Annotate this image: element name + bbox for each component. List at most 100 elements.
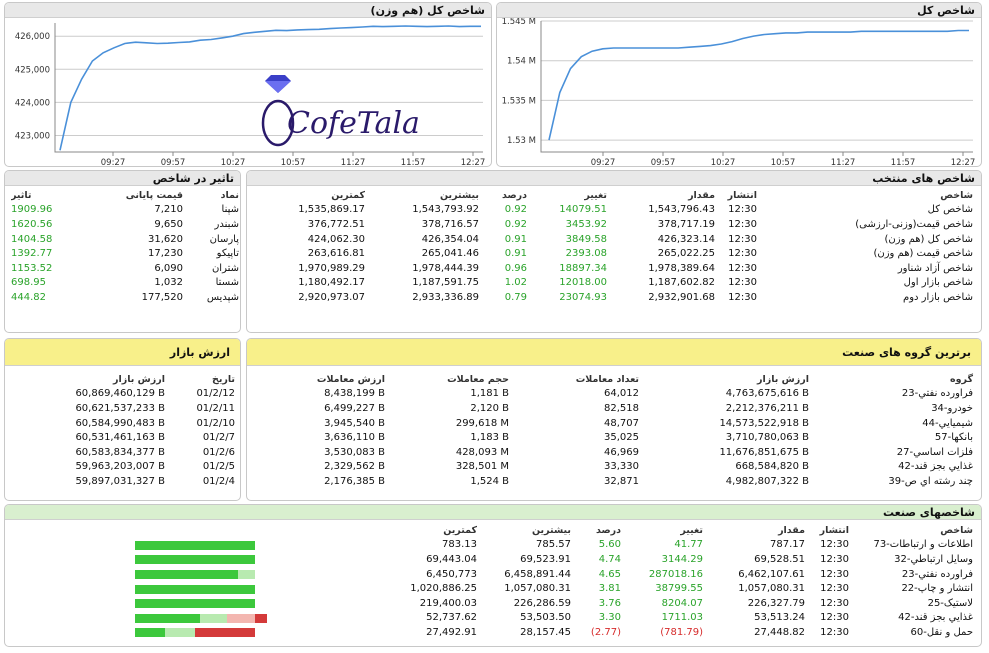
selected-time: 12:30: [728, 204, 757, 216]
impact-row[interactable]: 698.95 1,032 شستا: [11, 276, 239, 291]
top-group-row[interactable]: 3,636,110 B 1,183 B 35,025 3,710,780,063 B 5…: [247, 430, 979, 445]
x-tick-label: 10:57: [771, 158, 796, 167]
range-bar-cell: [5, 596, 325, 611]
total-index-line-chart: 1.53 M 1.535 M 1.54 M 1.545 M 09:27 09:57 10:2…: [502, 18, 976, 167]
impact-row[interactable]: 1620.56 9,650 شبندر: [11, 217, 239, 232]
y-tick-label: 424,000: [15, 98, 50, 108]
industry-high: 1,057,080.31: [504, 583, 571, 595]
impact-effect: 1909.96: [11, 204, 53, 216]
industry-time: 12:30: [820, 583, 849, 595]
industry-change: 3144.29: [661, 553, 703, 565]
selected-indices-title: شاخص های منتخب: [247, 171, 981, 186]
top-group-row[interactable]: 8,438,199 B 1,181 B 64,012 4,763,675,616 B 2…: [247, 387, 979, 402]
industry-low: 219,400.03: [419, 597, 477, 609]
market-value-row[interactable]: 60,583,834,377 B 01/2/6: [11, 445, 239, 460]
selected-index-row[interactable]: 1,180,492.17 1,187,591.75 1.02 12018.00 1,18…: [247, 276, 979, 291]
group-trade-value: 6,499,227 B: [324, 402, 385, 414]
group-volume: 1,183 B: [470, 432, 509, 444]
axis-lines: [54, 23, 483, 153]
industry-col-index: شاخص: [940, 524, 973, 536]
industry-value: 53,513.24: [754, 612, 805, 624]
market-value-row[interactable]: 60,869,460,129 B 01/2/12: [11, 387, 239, 402]
industry-index-row[interactable]: 1,020,886.25 1,057,080.31 3.81 38799.55 1,05…: [5, 581, 979, 596]
selected-index-row[interactable]: 1,535,869.17 1,543,793.92 0.92 14079.51 1,54…: [247, 203, 979, 218]
impact-row[interactable]: 1392.77 17,230 تاپیکو: [11, 246, 239, 261]
impact-symbol: شپدیس: [206, 291, 239, 303]
group-name: 44-شیمیایي: [922, 417, 973, 429]
group-name: 42-غذايي بجز قند: [898, 461, 973, 473]
market-value-row[interactable]: 60,584,990,483 B 01/2/10: [11, 416, 239, 431]
selected-index-row[interactable]: 376,772.51 378,716.57 0.92 3453.92 378,717.1…: [247, 217, 979, 232]
impact-row[interactable]: 1404.58 31,620 پارسان: [11, 232, 239, 247]
industry-value: 787.17: [770, 539, 805, 551]
top-group-row[interactable]: 2,329,562 B 328,501 M 33,330 668,584,820 B 4…: [247, 460, 979, 475]
industry-high: 28,157.45: [520, 626, 571, 638]
selected-col-high: بیشترین: [439, 189, 479, 201]
industry-col-low: کمترین: [443, 524, 477, 536]
range-bar-cell: [5, 625, 325, 640]
selected-pct: 0.91: [504, 248, 527, 260]
x-tick-label: 11:27: [831, 158, 856, 167]
range-bar: [135, 598, 325, 609]
impact-row[interactable]: 1153.52 6,090 شتران: [11, 261, 239, 276]
selected-index-row[interactable]: 424,062.30 426,354.04 0.91 3849.58 426,323.1…: [247, 232, 979, 247]
y-tick-label: 423,000: [15, 131, 50, 141]
industry-index-row[interactable]: 27,492.91 28,157.45 (2.77) (781.79) 27,448.8…: [5, 625, 979, 640]
industry-index-row[interactable]: 52,737.62 53,503.50 3.30 1711.03 53,513.24 12…: [5, 611, 979, 626]
x-tick-label: 09:57: [161, 158, 186, 167]
selected-low: 424,062.30: [307, 233, 365, 245]
industry-col-pct: درصد: [595, 524, 621, 536]
group-volume: 299,618 M: [455, 417, 509, 429]
group-market-value: 2,212,376,211 B: [725, 402, 809, 414]
top-group-row[interactable]: 3,945,540 B 299,618 M 48,707 14,573,522,918…: [247, 416, 979, 431]
selected-index-row[interactable]: 2,920,973.07 2,933,336.89 0.79 23074.93 2,93…: [247, 290, 979, 305]
selected-col-value: مقدار: [688, 189, 715, 201]
top-group-row[interactable]: 6,499,227 B 2,120 B 82,518 2,212,376,211 B 3…: [247, 401, 979, 416]
impact-price: 17,230: [148, 248, 183, 260]
top-groups-col-trade-value: ارزش معاملات: [316, 373, 385, 385]
group-market-value: 668,584,820 B: [735, 461, 809, 473]
range-bar-segment: [135, 584, 255, 594]
group-trade-value: 2,176,385 B: [324, 475, 385, 487]
market-value-row[interactable]: 60,621,537,233 B 01/2/11: [11, 401, 239, 416]
impact-row[interactable]: 444.82 177,520 شپدیس: [11, 290, 239, 305]
chart-equal-weight-title: شاخص کل (هم وزن): [5, 3, 491, 18]
industry-index-row[interactable]: 219,400.03 226,286.59 3.76 8204.07 226,327.7…: [5, 596, 979, 611]
y-tick-label: 1.54 M: [507, 57, 536, 67]
chart-equal-weight-panel: شاخص کل (هم وزن) 423,000 424,000 425,000 42…: [4, 2, 492, 167]
top-group-row[interactable]: 3,530,083 B 428,093 M 46,969 11,676,851,675…: [247, 445, 979, 460]
selected-index-row[interactable]: 263,616.81 265,041.46 0.91 2393.08 265,022.2…: [247, 246, 979, 261]
series-line: [548, 29, 969, 141]
impact-header-row: تاثیر قیمت پایانی نماد: [11, 188, 239, 203]
selected-index-name: شاخص قیمت(وزنی-ارزشی): [855, 218, 973, 230]
impact-symbol: تاپیکو: [216, 248, 239, 260]
selected-index-row[interactable]: 1,970,989.29 1,978,444.39 0.96 18897.34 1,97…: [247, 261, 979, 276]
industry-col-change: تغییر: [680, 524, 703, 536]
impact-panel: تاثیر در شاخص تاثیر قیمت پایانی نماد 190…: [4, 170, 241, 333]
industry-indices-title: شاخصهای صنعت: [5, 505, 981, 520]
logo-text: CofeTala: [287, 106, 420, 141]
top-group-row[interactable]: 2,176,385 B 1,524 B 32,871 4,982,807,322 B 3…: [247, 474, 979, 489]
y-tick-label: 1.53 M: [507, 136, 536, 146]
industry-index-row[interactable]: 783.13 785.57 5.60 41.77 787.17 12:30 73-اطلاع…: [5, 538, 979, 553]
market-value-row[interactable]: 60,531,461,163 B 01/2/7: [11, 430, 239, 445]
range-bar: [135, 627, 325, 638]
industry-index-row[interactable]: 69,443.04 69,523.91 4.74 3144.29 69,528.51 12…: [5, 552, 979, 567]
market-value-row[interactable]: 59,963,203,007 B 01/2/5: [11, 460, 239, 475]
range-bar-segment: [135, 599, 255, 609]
group-trade-value: 3,636,110 B: [324, 432, 385, 444]
selected-low: 1,180,492.17: [298, 277, 365, 289]
top-groups-col-group: گروه: [950, 373, 973, 385]
market-value-amount: 60,531,461,163 B: [75, 432, 165, 444]
market-value-amount: 60,869,460,129 B: [75, 388, 165, 400]
impact-row[interactable]: 1909.96 7,210 شپنا: [11, 203, 239, 218]
selected-high: 378,716.57: [421, 218, 479, 230]
y-tick-label: 425,000: [15, 65, 50, 75]
group-count: 48,707: [604, 417, 639, 429]
range-bar-segment: [255, 613, 267, 623]
y-tick-label: 1.535 M: [502, 96, 536, 106]
selected-col-low: کمترین: [331, 189, 365, 201]
industry-index-row[interactable]: 6,450,773 6,458,891.44 4.65 287018.16 6,462,…: [5, 567, 979, 582]
industry-index-name: 42-غذايي بجز قند: [898, 612, 973, 624]
market-value-row[interactable]: 59,897,031,327 B 01/2/4: [11, 474, 239, 489]
